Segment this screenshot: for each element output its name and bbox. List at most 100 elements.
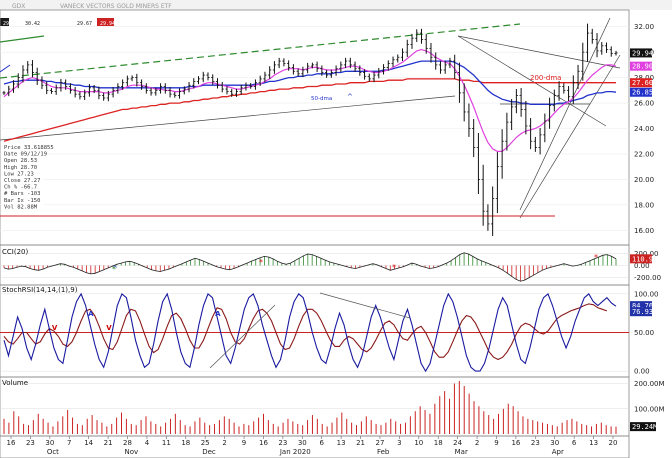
volume-tick-label: 200.00M	[634, 380, 665, 388]
price-tick-label: 24.00	[634, 125, 654, 133]
trendline-descending	[457, 35, 607, 127]
cci-panel: CCI(20) 200.00 0.00 -200.00 110.91	[2, 248, 661, 282]
x-tick-label: 13	[337, 439, 346, 447]
info-box-line: # Bars -103	[4, 191, 40, 197]
x-tick-label: 30	[298, 439, 307, 447]
volume-last-value: 29.24M	[632, 423, 657, 431]
trendline-upper-dashed	[0, 23, 521, 79]
x-month-label: Dec	[202, 448, 216, 456]
x-month-label: Nov	[125, 448, 139, 456]
trendline-green-short	[0, 35, 45, 43]
x-tick-label: 16	[7, 439, 16, 447]
stochrsi-panel: StochRSI(14,14,(1),9) 100.00 50.00 0.00 V V A…	[2, 286, 659, 376]
header-value-open: 29.76	[3, 21, 18, 27]
x-tick-label: 18	[434, 439, 443, 447]
x-tick-label: 2	[475, 439, 479, 447]
cci-title: CCI(20)	[2, 248, 28, 256]
x-tick-label: 13	[589, 439, 598, 447]
trendline-blue-short	[0, 64, 11, 73]
stoch-mark: V	[106, 324, 112, 332]
annotation-50dma: 50-dma	[311, 96, 332, 102]
x-tick-label: 2	[222, 439, 226, 447]
info-box-line: Date 09/12/19	[4, 152, 47, 158]
x-tick-label: 10	[414, 439, 423, 447]
cci-star-2: *	[392, 263, 396, 272]
x-tick-label: 16	[259, 439, 268, 447]
x-tick-label: 23	[278, 439, 287, 447]
volume-panel: Volume 200.00M 100.00M 29.24M	[2, 379, 665, 434]
price-tick-label: 32.00	[634, 23, 654, 31]
x-tick-label: 21	[104, 439, 113, 447]
price-label-text: 29.94	[632, 49, 653, 57]
x-month-label: Oct	[47, 448, 59, 456]
stoch-tick-label: 50.00	[634, 329, 654, 337]
cci-tick-label: -200.00	[634, 274, 661, 282]
cci-last-badge	[630, 254, 652, 264]
volume-last-badge	[630, 422, 656, 432]
header-symbol: GDX	[12, 3, 25, 10]
info-box-line: Close 27.27	[4, 178, 40, 184]
price-tick-label: 26.00	[634, 100, 654, 108]
info-box-line: High 28.70	[4, 165, 37, 171]
x-month-label: Jan 2020	[279, 448, 311, 456]
x-tick-label: 24	[453, 439, 462, 447]
x-month-label: Apr	[552, 448, 564, 456]
stoch-last-badge	[630, 301, 652, 311]
stoch-last-value: 76.93	[632, 308, 653, 316]
price-label-text: 27.60	[632, 79, 653, 87]
x-tick-label: 9	[242, 439, 246, 447]
x-tick-label: 30	[550, 439, 559, 447]
x-tick-label: 9	[494, 439, 498, 447]
x-tick-label: 28	[123, 439, 132, 447]
chart-header: GDX VANECK VECTORS GOLD MINERS ETF	[0, 0, 672, 10]
stoch-mark: A	[215, 310, 221, 318]
stoch-title: StochRSI(14,14,(1),9)	[2, 286, 78, 294]
cci-marks: * * * ^ *	[112, 253, 598, 274]
x-tick-label: 6	[319, 439, 324, 447]
price-label-text: 26.85	[632, 89, 653, 97]
header-value-high: 30.42	[25, 21, 40, 27]
trendline-top-right	[457, 35, 621, 69]
stoch-tick-label: 0.00	[634, 368, 650, 376]
header-values: 29.76 30.42 29.67 29.94	[0, 18, 115, 27]
ma50-line	[3, 60, 617, 105]
stoch-last-value: 84.76	[632, 302, 653, 310]
trendline-rising-steep	[519, 17, 611, 211]
stoch-last-badge	[630, 307, 652, 317]
info-box-line: Vol 82.88M	[4, 204, 38, 210]
stoch-trendline	[319, 292, 411, 319]
price-label-badge	[630, 61, 652, 71]
volume-tick-label: 100.00M	[634, 405, 665, 413]
x-tick-label: 16	[511, 439, 520, 447]
x-axis: 16 23 30 7 14 21 28 4 11 18 25 2 9 16 23 30 6 13 21 27 3 10 18…	[7, 436, 617, 456]
price-tick-label: 22.00	[634, 150, 654, 158]
stoch-trendline-2	[209, 304, 276, 369]
x-tick-label: 23	[26, 439, 35, 447]
price-tick-label: 18.00	[634, 201, 654, 209]
info-box-line: Bar Ix -150	[4, 198, 40, 204]
stoch-tick-label: 100.00	[634, 290, 659, 298]
price-tick-label: 20.00	[634, 176, 654, 184]
header-value-low: 29.67	[77, 21, 92, 27]
header-value-close: 29.94	[100, 21, 115, 27]
cci-tick-label: 200.00	[634, 250, 659, 258]
annotation-200dma: 200-dma	[530, 74, 561, 82]
ma20-line	[3, 48, 617, 152]
x-tick-label: 21	[356, 439, 365, 447]
x-tick-label: 30	[45, 439, 54, 447]
info-box-line: Ch % -66.7	[4, 185, 37, 191]
ma-annotations: 200-dma 50-dma ^	[311, 74, 561, 102]
price-tick-label: 16.00	[634, 227, 654, 235]
cci-tick-label: 0.00	[634, 262, 650, 270]
indicator-gridlines	[0, 253, 629, 410]
ma200-line	[3, 78, 616, 142]
info-box-line: Open 28.53	[4, 158, 37, 164]
stoch-mark: A	[88, 310, 94, 318]
x-tick-label: 6	[572, 439, 577, 447]
annotation-a-mark: ^	[347, 93, 353, 101]
x-tick-label: 25	[201, 439, 210, 447]
cci-line	[3, 252, 617, 282]
